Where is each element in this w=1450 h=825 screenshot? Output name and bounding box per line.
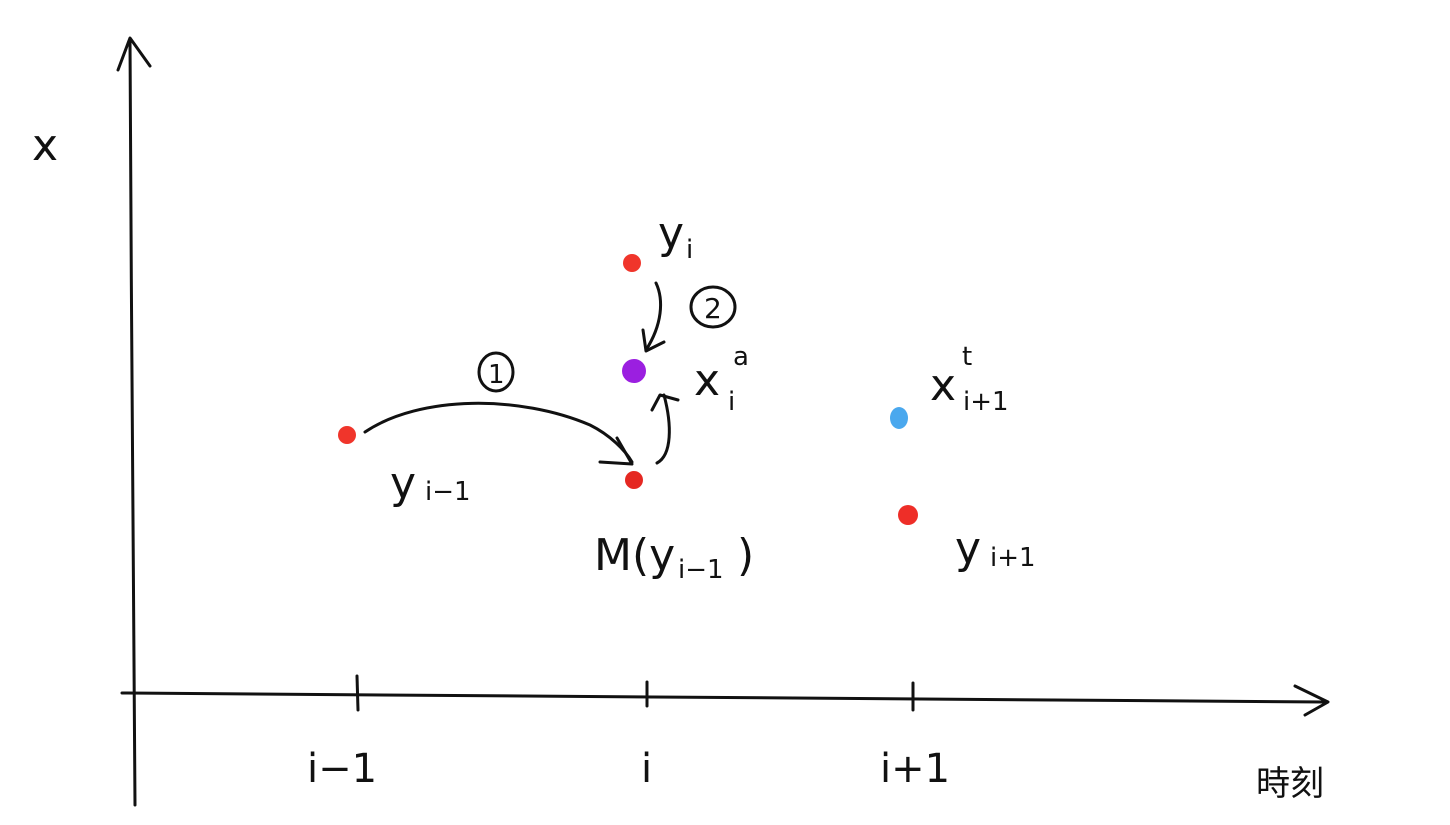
point-y-next [898,505,918,525]
y-axis-label: x [32,120,58,171]
step2-number: 2 [704,292,722,325]
svg-text:i+1: i+1 [963,387,1009,417]
step2-arrowhead [641,328,666,353]
svg-text:x: x [930,360,956,411]
svg-text:x: x [694,355,720,406]
y-axis-arrowhead [116,36,152,72]
y-axis [128,38,137,807]
label-x-analysis: x a i [694,342,749,417]
label-model-forecast: M(y i−1 ) [594,530,754,585]
x-axis [120,691,1327,704]
tick-i-minus-1 [355,674,360,712]
svg-text:y: y [658,208,684,259]
x-axis-arrowhead [1293,684,1330,717]
step1-number: 1 [488,360,505,390]
svg-text:a: a [733,342,749,372]
svg-text:i−1: i−1 [425,477,471,507]
step2-arrow [644,281,663,352]
label-x-true-next: x t i+1 [930,342,1009,417]
svg-text:i: i [686,235,693,265]
label-y-prev: y i−1 [390,458,471,509]
svg-text:t: t [962,342,972,372]
axes [116,36,1330,807]
update-arrow [655,393,671,465]
svg-text:y: y [955,523,981,574]
svg-text:y: y [390,458,416,509]
point-y-prev [338,426,356,444]
point-x-analysis [622,359,646,383]
svg-text:i−1: i−1 [678,555,724,585]
svg-text:M(y: M(y [594,530,675,581]
point-model-forecast [625,471,643,489]
label-y-i: y i [658,208,693,265]
step2-marker: 2 [689,285,737,329]
tick-label-i-minus-1: i−1 [307,746,377,792]
svg-text:): ) [737,530,754,581]
svg-text:i+1: i+1 [990,543,1036,573]
x-axis-label: 時刻 [1256,764,1324,804]
step1-marker: 1 [477,351,515,393]
tick-label-i-plus-1: i+1 [880,746,950,792]
update-arrowhead [650,393,680,412]
tick-label-i: i [641,746,652,792]
svg-text:i: i [728,387,735,417]
label-y-next: y i+1 [955,523,1036,574]
point-y-i [623,254,641,272]
step1-arrowhead [598,436,634,466]
point-x-true-next [890,407,908,429]
step1-arrow [363,401,634,464]
